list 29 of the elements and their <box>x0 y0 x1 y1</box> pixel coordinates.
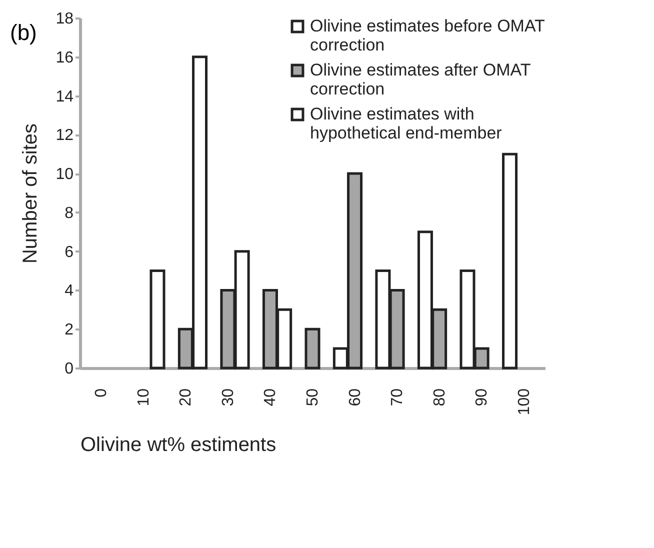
x-axis-title: Olivine wt% estiments <box>80 434 276 456</box>
x-tick-label: 100 <box>516 388 533 416</box>
x-tick-label: 60 <box>346 388 364 406</box>
y-axis-title: Number of sites <box>20 123 42 264</box>
x-tick-label: 0 <box>93 388 110 398</box>
legend-label: Olivine estimates after OMAT correction <box>310 60 531 98</box>
x-tick-label: 90 <box>474 388 491 406</box>
legend-label: Olivine estimates with hypothetical end-member <box>310 104 502 142</box>
y-tick-label: 14 <box>56 88 74 106</box>
y-tick-label: 12 <box>56 127 74 144</box>
x-tick-label: 10 <box>135 388 152 406</box>
x-tick-label: 50 <box>304 388 322 406</box>
x-tick-label: 80 <box>431 388 448 406</box>
legend-label: Olivine estimates before OMAT correction <box>310 16 545 54</box>
y-tick-label: 8 <box>64 204 74 222</box>
y-tick-label: 2 <box>64 322 74 339</box>
bar <box>150 270 166 370</box>
y-tick-label: 18 <box>56 10 74 28</box>
y-tick-label: 4 <box>64 282 74 300</box>
x-tick-label: 30 <box>220 388 237 406</box>
y-tick-label: 16 <box>56 49 74 66</box>
y-tick-label: 6 <box>64 244 74 261</box>
x-tick-label: 40 <box>262 388 280 406</box>
chart-title: (b) <box>10 20 37 45</box>
y-tick-label: 10 <box>56 166 74 184</box>
y-tick-label: 0 <box>64 360 74 378</box>
x-tick-label: 20 <box>178 388 195 406</box>
bar <box>502 152 518 370</box>
x-tick-label: 70 <box>389 388 406 406</box>
